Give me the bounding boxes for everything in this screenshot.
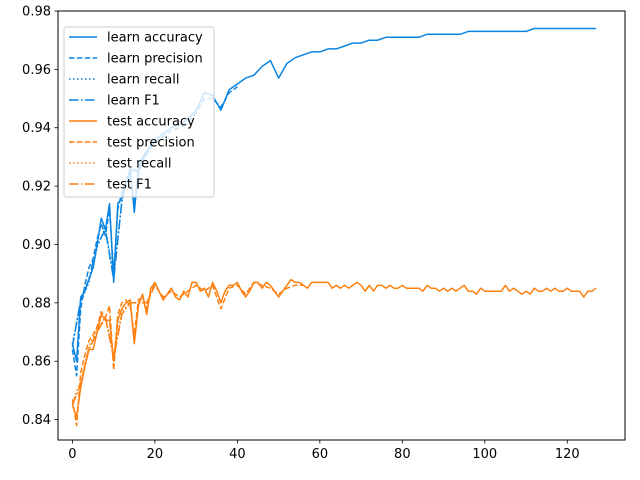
legend-box [63,26,215,198]
y-tick-label: 0.90 [22,238,51,253]
x-tick-label: 120 [555,447,580,462]
legend-label: learn recall [107,73,179,88]
series-line-test-accuracy [71,278,597,418]
x-tick-label: 20 [147,447,164,462]
x-axis: 0 20 40 60 80 100 120 [68,440,580,462]
legend-label: learn precision [107,52,203,67]
legend-label: test accuracy [107,115,195,130]
legend-label: test precision [107,136,195,151]
y-tick-label: 0.94 [22,121,51,136]
y-axis: 0.84 0.86 0.88 0.90 0.92 0.94 0.96 0.98 [22,5,58,428]
x-tick-label: 40 [229,447,246,462]
legend-label: learn accuracy [107,31,203,46]
y-tick-label: 0.96 [22,63,51,78]
x-tick-label: 80 [394,447,411,462]
legend-label: test recall [107,157,172,172]
y-tick-label: 0.98 [22,5,51,20]
y-tick-label: 0.92 [22,180,51,195]
series-line-learn-f1 [71,141,156,347]
series-line-test-f1 [71,284,156,406]
y-tick-label: 0.84 [22,413,51,428]
plot-frame [57,10,626,441]
series-line-test-precision [71,281,304,427]
legend-label: test F1 [107,178,152,193]
legend-label: learn F1 [107,94,160,109]
x-tick-label: 100 [472,447,497,462]
legend: learn accuracy learn precision learn recal… [63,26,215,198]
x-tick-label: 0 [68,447,76,462]
x-tick-label: 60 [312,447,329,462]
y-tick-label: 0.88 [22,296,51,311]
y-tick-label: 0.86 [22,355,51,370]
